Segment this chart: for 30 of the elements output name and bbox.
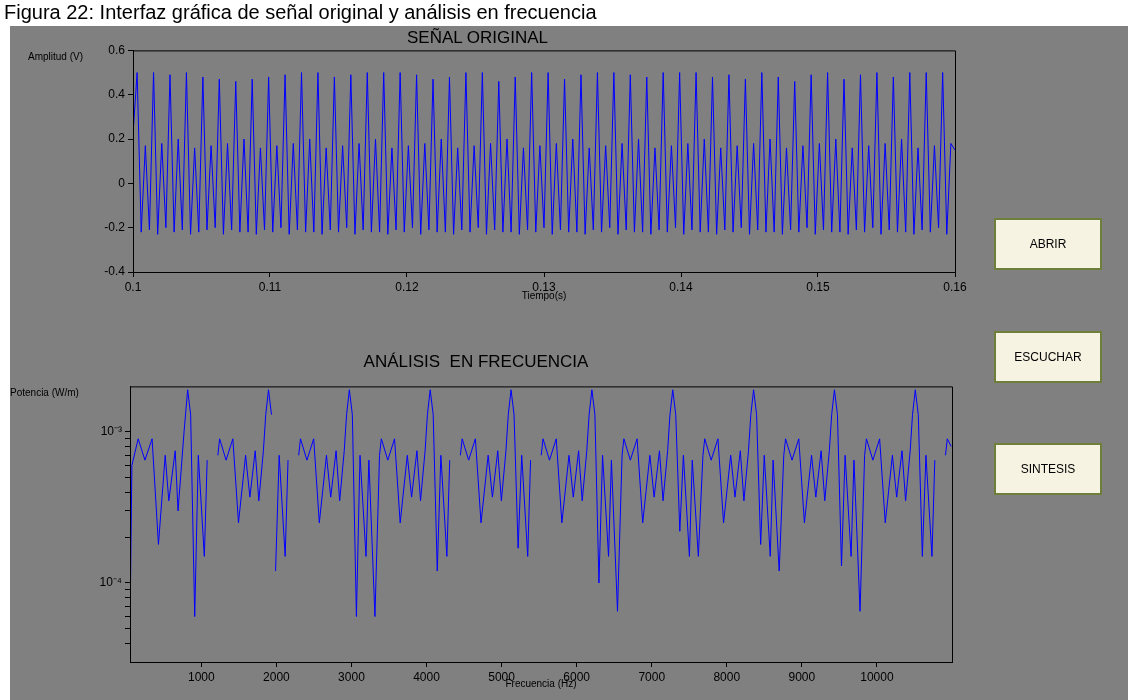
x-tick-label: 0.15 [806,279,830,294]
y-tick-label: -0.2 [104,219,126,234]
text: Figura 22: Interfaz gráfica de señal original y análisis en frecuencia [4,1,597,23]
y-tick-label: 10⁻³ [100,424,122,439]
x-tick-label: 0.14 [669,279,693,294]
x-tick-label: 1000 [187,669,215,684]
y-tick-label: 0.4 [108,87,126,102]
chart-title: SEÑAL ORIGINAL [406,27,549,47]
x-tick-label: 3000 [338,669,366,684]
x-tick-label: 2000 [263,669,291,684]
x-tick-label: 0.16 [943,279,967,294]
y-tick-label: -0.4 [104,264,126,279]
button: ESCUCHAR [994,331,1102,383]
button: ABRIR [994,218,1102,270]
x-tick-label: 9000 [788,669,816,684]
y-axis-title: Amplitud (V) [28,51,84,63]
x-tick-label: 10000 [860,669,894,684]
button: SINTESIS [994,443,1102,495]
y-tick-label: 0.2 [108,131,126,146]
x-tick-label: 0.1 [124,279,142,294]
y-tick-label: 0.6 [108,42,126,57]
x-tick-label: 0.11 [258,279,282,294]
x-tick-label: 4000 [413,669,441,684]
y-axis-title: Potencia (W/m) [10,387,79,399]
y-tick-label: 10⁻⁴ [99,575,122,590]
chart-title: ANÁLISIS EN FRECUENCIA [363,351,590,371]
y-tick-label: 0 [118,175,126,190]
x-tick-label: 7000 [638,669,666,684]
x-tick-label: 8000 [713,669,741,684]
x-tick-label: 0.12 [395,279,419,294]
